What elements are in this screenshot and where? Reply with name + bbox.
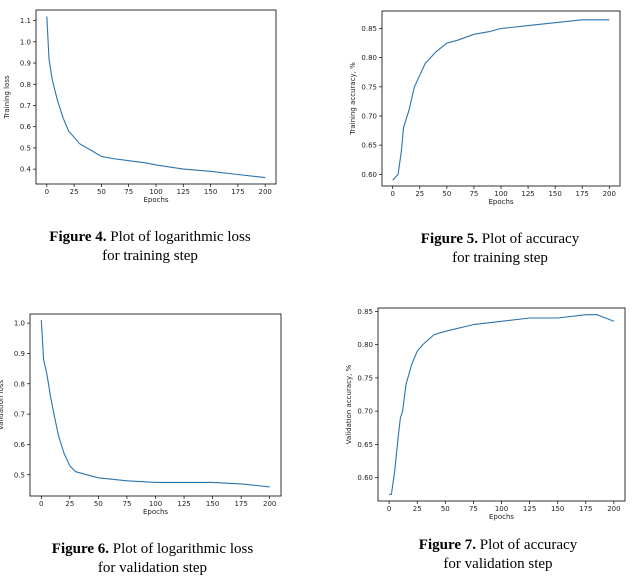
caption-line1: Plot of logarithmic loss [110,229,251,245]
x-tick-label: 150 [204,188,217,196]
x-tick-label: 25 [413,505,422,513]
y-tick-label: 0.85 [357,308,373,316]
caption-line2: for training step [102,248,198,264]
chart-training-accuracy: 0 25 50 75 100 125 150 175 200 0.60 0.65 0.70 0.75 0.… [0,0,638,225]
x-tick-label: 100 [149,188,162,196]
chart-svg: 0 25 50 75 100 125 150 175 200 0.60 0.65 0.70 0.75 0.… [349,10,621,206]
x-tick-label: 25 [65,500,74,508]
x-tick-label: 0 [45,188,49,196]
caption-line1: Plot of accuracy [481,231,580,247]
caption-line2: for validation step [97,560,208,576]
series-line [392,19,610,181]
y-tick-label: 1.0 [20,38,31,46]
plot-frame [377,307,626,502]
y-tick-label: 0.80 [361,54,377,62]
x-tick-label: 200 [603,190,616,198]
x-axis-label: Epochs [143,196,168,204]
y-tick-label: 0.65 [357,441,373,449]
caption-figure-number: Figure 5. [420,231,478,247]
y-tick-label: 0.9 [14,350,25,358]
y-tick-label: 0.65 [361,142,377,150]
x-tick-label: 175 [234,500,247,508]
caption-line2: for training step [452,250,548,266]
x-tick-label: 0 [387,505,391,513]
x-tick-label: 125 [177,500,190,508]
caption-line1: Plot of accuracy [479,537,578,553]
chart-training-loss: 0 25 50 75 100 125 150 175 200 0.4 0.5 0.6 0.7 0.8 0.9… [0,0,290,225]
y-tick-label: 0.9 [20,60,31,68]
x-tick-label: 0 [39,500,43,508]
x-tick-label: 75 [469,190,478,198]
y-tick-label: 0.5 [20,144,31,152]
series-line [40,320,270,488]
caption-figure-number: Figure 7. [418,537,476,553]
y-axis-label: Training accuracy, % [349,62,357,136]
x-axis-label: Epochs [488,198,513,206]
caption-figure-4: Figure 4. Plot of logarithmic loss for t… [20,228,280,266]
series-line [46,16,266,179]
y-tick-label: 0.6 [14,441,26,449]
x-axis-label: Epochs [489,513,514,521]
x-tick-label: 150 [206,500,219,508]
caption-line2: for validation step [443,556,553,572]
series-line [389,314,615,495]
caption-figure-number: Figure 4. [49,229,107,245]
x-tick-label: 50 [94,500,103,508]
x-axis-label: Epochs [143,508,168,516]
x-tick-label: 100 [494,190,507,198]
y-tick-label: 0.75 [357,374,373,382]
y-tick-label: 1.0 [14,320,25,328]
y-tick-label: 0.60 [357,474,373,482]
y-tick-label: 0.7 [20,102,31,110]
y-tick-label: 0.85 [361,25,377,33]
x-tick-label: 125 [177,188,190,196]
y-tick-label: 0.5 [14,471,25,479]
x-tick-label: 175 [576,190,589,198]
y-axis-label: Training loss [3,75,11,120]
x-tick-label: 175 [231,188,244,196]
x-tick-label: 0 [390,190,394,198]
y-tick-label: 0.75 [361,83,377,91]
x-tick-label: 75 [122,500,131,508]
x-tick-label: 25 [415,190,424,198]
x-tick-label: 50 [97,188,106,196]
x-tick-label: 125 [521,190,534,198]
y-tick-label: 0.70 [357,408,373,416]
x-tick-label: 100 [149,500,162,508]
y-tick-label: 0.8 [20,81,31,89]
chart-svg: 0 25 50 75 100 125 150 175 200 0.4 0.5 0.6 0.7 0.8 0.9… [3,9,277,204]
caption-line1: Plot of logarithmic loss [112,541,254,557]
x-tick-label: 25 [70,188,79,196]
y-tick-label: 0.60 [361,171,377,179]
x-tick-label: 150 [548,190,561,198]
y-tick-label: 0.4 [20,166,32,174]
x-tick-label: 200 [263,500,276,508]
x-tick-label: 75 [124,188,133,196]
y-tick-label: 0.70 [361,113,377,121]
caption-figure-number: Figure 6. [51,541,110,557]
y-tick-label: 0.80 [357,341,373,349]
y-tick-label: 0.8 [14,380,25,388]
x-tick-label: 150 [551,505,564,513]
y-tick-label: 1.1 [20,17,31,25]
y-tick-label: 0.7 [14,411,25,419]
caption-figure-7: Figure 7. Plot of accuracy for validatio… [368,536,628,574]
x-tick-label: 75 [469,505,478,513]
y-axis-label: Validation accuracy, % [345,364,353,444]
x-tick-label: 125 [523,505,536,513]
x-tick-label: 50 [441,505,450,513]
x-tick-label: 175 [579,505,592,513]
x-tick-label: 200 [259,188,272,196]
caption-figure-5: Figure 5. Plot of accuracy for training … [370,230,630,268]
x-tick-label: 100 [495,505,508,513]
y-tick-label: 0.6 [20,123,32,131]
x-tick-label: 200 [607,505,620,513]
caption-figure-6: Figure 6. Plot of logarithmic loss for v… [20,540,285,578]
x-tick-label: 50 [442,190,451,198]
y-axis-label: Validation loss [0,379,5,430]
